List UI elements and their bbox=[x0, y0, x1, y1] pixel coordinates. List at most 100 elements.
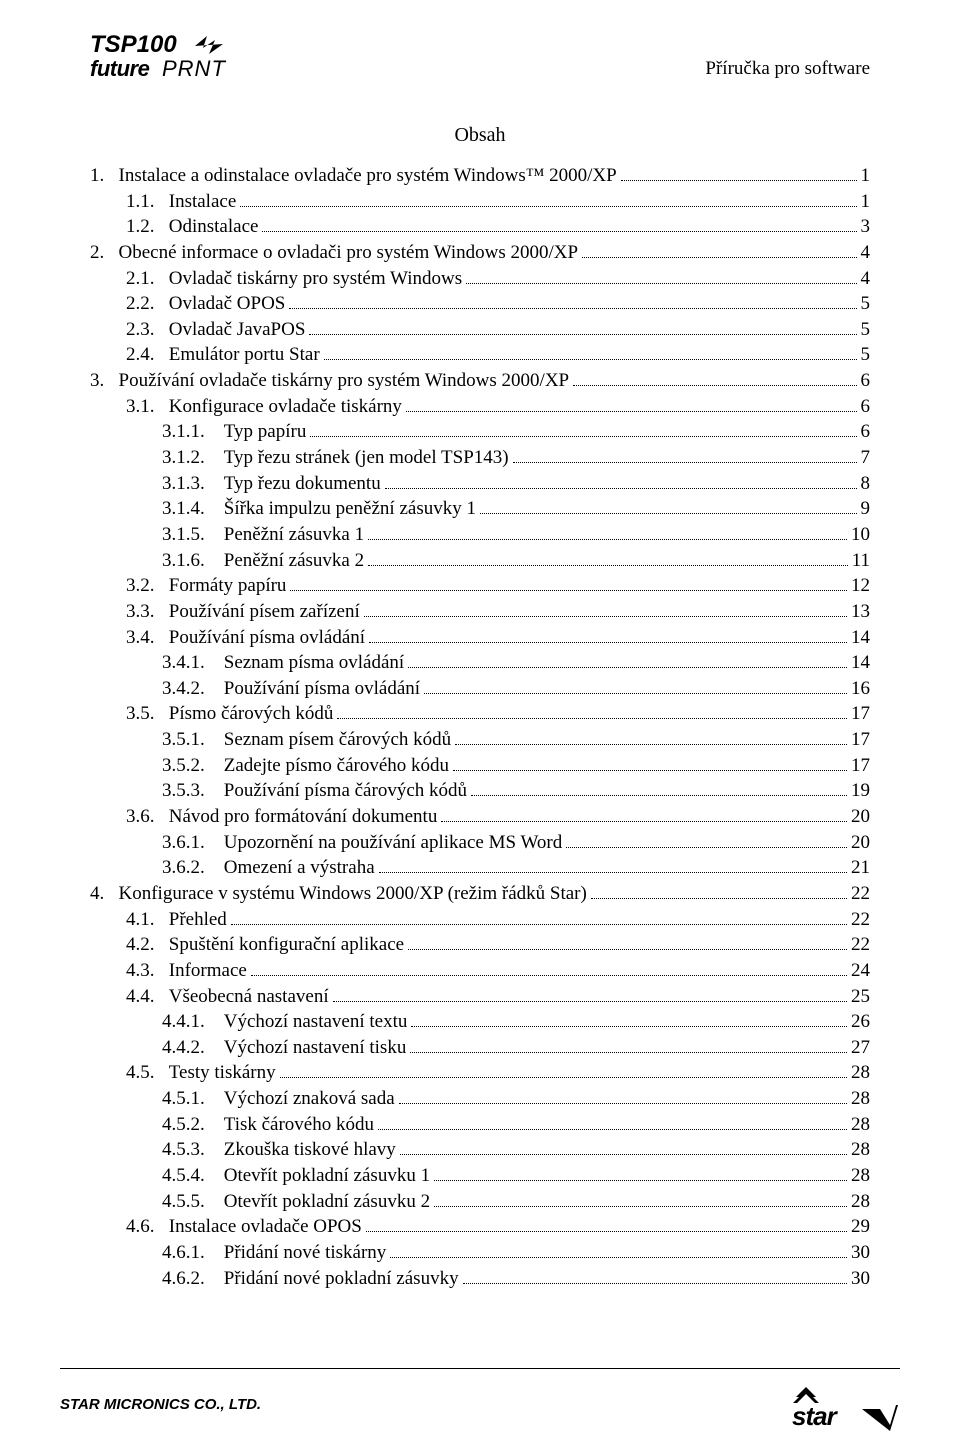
toc-entry-page: 30 bbox=[851, 1266, 870, 1292]
toc-entry-page: 6 bbox=[861, 419, 871, 445]
toc-entry: 3.5.3. Používání písma čárových kódů 19 bbox=[90, 778, 870, 804]
toc-entry-label: 4.4. Všeobecná nastavení bbox=[126, 984, 329, 1010]
toc-entry: 4.2. Spuštění konfigurační aplikace 22 bbox=[90, 932, 870, 958]
toc-leader-dots bbox=[434, 1190, 847, 1206]
toc-entry-label: 3.1.1. Typ papíru bbox=[162, 419, 306, 445]
toc-entry-label: 2.4. Emulátor portu Star bbox=[126, 342, 320, 368]
toc-title: Obsah bbox=[90, 124, 870, 147]
toc-entry-page: 28 bbox=[851, 1137, 870, 1163]
toc-leader-dots bbox=[378, 1114, 847, 1130]
toc-entry-label: 3.4.1. Seznam písma ovládání bbox=[162, 650, 404, 676]
toc-entry-page: 25 bbox=[851, 984, 870, 1010]
toc-entry: 1.1. Instalace 1 bbox=[90, 189, 870, 215]
toc-entry: 2.3. Ovladač JavaPOS 5 bbox=[90, 317, 870, 343]
toc-leader-dots bbox=[408, 652, 847, 668]
toc-entry-page: 8 bbox=[861, 471, 871, 497]
toc-entry-page: 10 bbox=[851, 522, 870, 548]
toc-entry-page: 19 bbox=[851, 778, 870, 804]
toc-leader-dots bbox=[379, 857, 847, 873]
toc-leader-dots bbox=[408, 934, 847, 950]
toc-entry-label: 1.1. Instalace bbox=[126, 189, 236, 215]
toc-entry-label: 1. Instalace a odinstalace ovladače pro … bbox=[90, 163, 617, 189]
toc-leader-dots bbox=[366, 1216, 847, 1232]
toc-leader-dots bbox=[337, 703, 847, 719]
toc-entry: 3.1.6. Peněžní zásuvka 2 11 bbox=[90, 548, 870, 574]
toc-leader-dots bbox=[368, 524, 847, 540]
toc-leader-dots bbox=[289, 293, 856, 309]
toc-leader-dots bbox=[231, 908, 847, 924]
toc-entry: 3.2. Formáty papíru 12 bbox=[90, 573, 870, 599]
toc-entry-page: 17 bbox=[851, 727, 870, 753]
toc-entry-label: 1.2. Odinstalace bbox=[126, 214, 258, 240]
toc-entry: 4.5.4. Otevřít pokladní zásuvku 1 28 bbox=[90, 1163, 870, 1189]
toc-entry-label: 4.5.3. Zkouška tiskové hlavy bbox=[162, 1137, 396, 1163]
toc-entry-page: 5 bbox=[861, 342, 871, 368]
toc-entry-label: 4.5.5. Otevřít pokladní zásuvku 2 bbox=[162, 1189, 430, 1215]
toc-entry: 4. Konfigurace v systému Windows 2000/XP… bbox=[90, 881, 870, 907]
toc-leader-dots bbox=[591, 883, 847, 899]
toc-entry-page: 12 bbox=[851, 573, 870, 599]
toc-entry-page: 28 bbox=[851, 1112, 870, 1138]
toc-entry: 3. Používání ovladače tiskárny pro systé… bbox=[90, 368, 870, 394]
toc-leader-dots bbox=[566, 832, 847, 848]
toc-leader-dots bbox=[400, 1139, 847, 1155]
toc-leader-dots bbox=[333, 985, 847, 1001]
svg-text:star: star bbox=[792, 1401, 839, 1431]
toc-entry-page: 29 bbox=[851, 1214, 870, 1240]
header-subtitle: Příručka pro software bbox=[705, 58, 870, 80]
toc-entry: 4.6.2. Přidání nové pokladní zásuvky 30 bbox=[90, 1266, 870, 1292]
toc-entry: 4.5.1. Výchozí znaková sada 28 bbox=[90, 1086, 870, 1112]
toc-entry-page: 5 bbox=[861, 291, 871, 317]
toc-entry-label: 3.1.5. Peněžní zásuvka 1 bbox=[162, 522, 364, 548]
toc-leader-dots bbox=[463, 1267, 847, 1283]
toc-entry-page: 27 bbox=[851, 1035, 870, 1061]
toc-entry: 2.1. Ovladač tiskárny pro systém Windows… bbox=[90, 266, 870, 292]
toc-entry-label: 4. Konfigurace v systému Windows 2000/XP… bbox=[90, 881, 587, 907]
toc-entry-page: 4 bbox=[861, 240, 871, 266]
toc-entry-label: 3.1.2. Typ řezu stránek (jen model TSP14… bbox=[162, 445, 509, 471]
toc-entry: 3.4.2. Používání písma ovládání 16 bbox=[90, 676, 870, 702]
toc-entry-label: 3.4. Používání písma ovládání bbox=[126, 625, 365, 651]
toc-entry-label: 3.3. Používání písem zařízení bbox=[126, 599, 360, 625]
toc-entry-label: 4.5. Testy tiskárny bbox=[126, 1060, 276, 1086]
toc-entry-page: 7 bbox=[861, 445, 871, 471]
toc-entry-label: 3. Používání ovladače tiskárny pro systé… bbox=[90, 368, 569, 394]
toc-leader-dots bbox=[441, 806, 847, 822]
toc-leader-dots bbox=[471, 780, 847, 796]
toc-entry-page: 9 bbox=[861, 496, 871, 522]
toc-entry-label: 4.4.1. Výchozí nastavení textu bbox=[162, 1009, 407, 1035]
toc-entry-page: 6 bbox=[861, 368, 871, 394]
toc-entry-label: 2.3. Ovladač JavaPOS bbox=[126, 317, 305, 343]
toc-entry: 4.4.1. Výchozí nastavení textu 26 bbox=[90, 1009, 870, 1035]
toc-entry: 3.6.2. Omezení a výstraha 21 bbox=[90, 855, 870, 881]
toc-leader-dots bbox=[582, 242, 856, 258]
toc-entry-page: 6 bbox=[861, 394, 871, 420]
toc-entry: 4.1. Přehled 22 bbox=[90, 907, 870, 933]
toc-entry-page: 24 bbox=[851, 958, 870, 984]
toc-entry: 4.4. Všeobecná nastavení 25 bbox=[90, 984, 870, 1010]
toc-entry-label: 3.5.3. Používání písma čárových kódů bbox=[162, 778, 467, 804]
table-of-contents: 1. Instalace a odinstalace ovladače pro … bbox=[90, 163, 870, 1291]
toc-leader-dots bbox=[513, 447, 857, 463]
toc-entry: 3.1.2. Typ řezu stránek (jen model TSP14… bbox=[90, 445, 870, 471]
toc-entry-page: 20 bbox=[851, 804, 870, 830]
toc-entry-label: 3.5. Písmo čárových kódů bbox=[126, 701, 333, 727]
toc-leader-dots bbox=[368, 549, 848, 565]
toc-entry: 4.5.5. Otevřít pokladní zásuvku 2 28 bbox=[90, 1189, 870, 1215]
toc-entry-label: 3.6. Návod pro formátování dokumentu bbox=[126, 804, 437, 830]
toc-entry-label: 4.5.4. Otevřít pokladní zásuvku 1 bbox=[162, 1163, 430, 1189]
toc-entry-page: 4 bbox=[861, 266, 871, 292]
toc-entry-page: 28 bbox=[851, 1189, 870, 1215]
toc-entry-label: 3.1.3. Typ řezu dokumentu bbox=[162, 471, 381, 497]
svg-text:TSP100: TSP100 bbox=[90, 31, 177, 58]
toc-entry-page: 16 bbox=[851, 676, 870, 702]
toc-entry-label: 4.6.2. Přidání nové pokladní zásuvky bbox=[162, 1266, 459, 1292]
toc-entry-label: 3.2. Formáty papíru bbox=[126, 573, 286, 599]
toc-entry-page: 5 bbox=[861, 317, 871, 343]
toc-entry-label: 3.6.1. Upozornění na používání aplikace … bbox=[162, 830, 562, 856]
toc-leader-dots bbox=[434, 1165, 847, 1181]
toc-entry-label: 4.6.1. Přidání nové tiskárny bbox=[162, 1240, 386, 1266]
toc-entry: 3.6. Návod pro formátování dokumentu 20 bbox=[90, 804, 870, 830]
toc-entry: 4.4.2. Výchozí nastavení tisku 27 bbox=[90, 1035, 870, 1061]
toc-leader-dots bbox=[399, 1088, 847, 1104]
